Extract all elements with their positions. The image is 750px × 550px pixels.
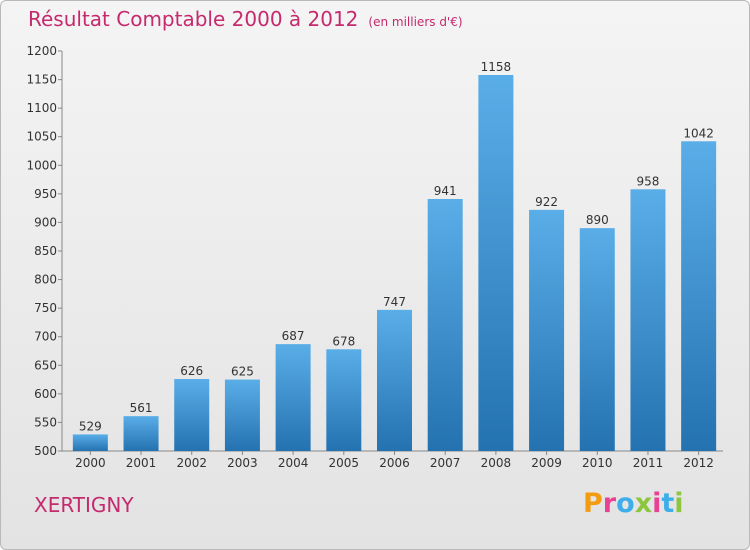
logo-letter: x — [634, 488, 653, 519]
bar-2011 — [630, 189, 666, 452]
bar-2003 — [224, 379, 260, 451]
x-tick-label-2008: 2008 — [481, 456, 512, 470]
logo-letter: t — [661, 488, 675, 519]
y-tick-label: 700 — [34, 330, 57, 344]
value-label-2010: 890 — [586, 213, 609, 227]
value-label-2012: 1042 — [683, 126, 714, 140]
y-tick-label: 750 — [34, 301, 57, 315]
bar-2008 — [478, 75, 514, 451]
x-tick-label-2011: 2011 — [633, 456, 664, 470]
value-label-2008: 1158 — [481, 60, 512, 74]
value-label-2009: 922 — [535, 195, 558, 209]
y-tick-label: 1100 — [26, 101, 57, 115]
x-tick-label-2005: 2005 — [329, 456, 360, 470]
y-tick-label: 1050 — [26, 130, 57, 144]
bar-2012 — [681, 141, 717, 452]
value-label-2001: 561 — [130, 401, 153, 415]
logo-letter: i — [652, 488, 662, 519]
bar-2010 — [579, 228, 615, 451]
y-tick-label: 600 — [34, 387, 57, 401]
chart-subtitle: (en milliers d'€) — [368, 15, 463, 29]
x-tick-label-2012: 2012 — [683, 456, 714, 470]
value-label-2011: 958 — [637, 174, 660, 188]
bar-2004 — [275, 344, 311, 451]
chart-title-text: Résultat Comptable 2000 à 2012 — [28, 7, 359, 31]
logo-letter: r — [602, 488, 617, 519]
location-name: XERTIGNY — [34, 493, 134, 517]
y-tick-label: 550 — [34, 415, 57, 429]
logo-letter: o — [616, 488, 635, 519]
logo-letter: P — [583, 488, 603, 519]
chart-title: Résultat Comptable 2000 à 2012 (en millie… — [28, 7, 463, 31]
bar-2007 — [427, 199, 463, 451]
logo-letter: i — [674, 488, 684, 519]
bar-2006 — [377, 309, 412, 451]
y-tick-label: 900 — [34, 215, 57, 229]
value-label-2002: 626 — [180, 364, 203, 378]
value-label-2005: 678 — [332, 334, 355, 348]
bar-2001 — [123, 416, 159, 451]
x-tick-label-2009: 2009 — [531, 456, 562, 470]
x-tick-label-2010: 2010 — [582, 456, 613, 470]
y-tick-label: 500 — [34, 444, 57, 458]
x-tick-label-2001: 2001 — [126, 456, 157, 470]
bar-2009 — [529, 209, 565, 451]
x-tick-label-2007: 2007 — [430, 456, 461, 470]
y-tick-label: 800 — [34, 273, 57, 287]
value-label-2007: 941 — [434, 184, 457, 198]
y-tick-label: 950 — [34, 187, 57, 201]
y-tick-label: 1000 — [26, 158, 57, 172]
y-tick-label: 850 — [34, 244, 57, 258]
x-tick-label-2004: 2004 — [278, 456, 309, 470]
value-label-2000: 529 — [79, 419, 102, 433]
y-tick-label: 1200 — [26, 44, 57, 58]
y-tick-label: 1150 — [26, 73, 57, 87]
bar-2002 — [174, 379, 210, 451]
x-tick-label-2002: 2002 — [176, 456, 207, 470]
axes: 500 550 600 650 700 750 800 850 900 950 1000 1050 11… — [26, 44, 723, 470]
value-label-2006: 747 — [383, 295, 406, 309]
x-tick-label-2000: 2000 — [75, 456, 106, 470]
y-tick-label: 650 — [34, 358, 57, 372]
proxiti-logo[interactable]: Proxiti — [583, 488, 684, 519]
value-label-2004: 687 — [282, 329, 305, 343]
bars: 529 561 626 625 687 678 747 941 1158 922 890 958 104… — [72, 60, 717, 452]
bar-2005 — [326, 349, 362, 451]
bar-2000 — [72, 434, 108, 451]
x-tick-label-2003: 2003 — [227, 456, 258, 470]
x-tick-label-2006: 2006 — [379, 456, 410, 470]
value-label-2003: 625 — [231, 365, 254, 379]
